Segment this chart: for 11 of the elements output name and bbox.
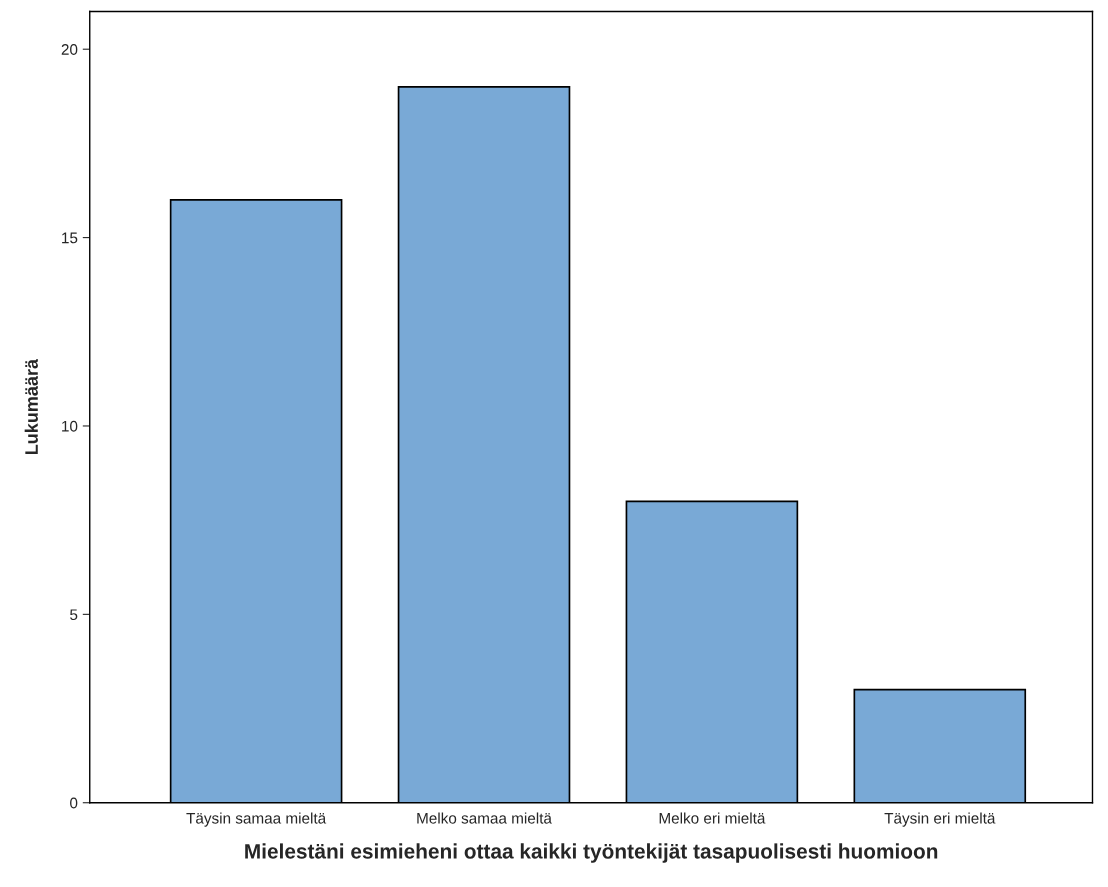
x-tick-label: Täysin eri mieltä <box>884 812 996 827</box>
y-tick-label: 5 <box>70 609 78 621</box>
x-tick-label: Täysin samaa mieltä <box>186 812 327 827</box>
x-tick-label: Melko eri mieltä <box>659 812 766 824</box>
x-tick-label: Melko samaa mieltä <box>417 812 552 824</box>
x-axis-title: Mielestäni esimieheni ottaa kaikki työntekijät tasapuolisesti huomioon <box>245 843 938 863</box>
y-tick-label: 20 <box>61 44 78 55</box>
y-tick-label: 10 <box>62 420 78 432</box>
y-tick-label: 0 <box>70 797 78 809</box>
y-axis-title: Lukumäärä <box>24 358 38 455</box>
y-tick-label: 15 <box>62 232 78 244</box>
